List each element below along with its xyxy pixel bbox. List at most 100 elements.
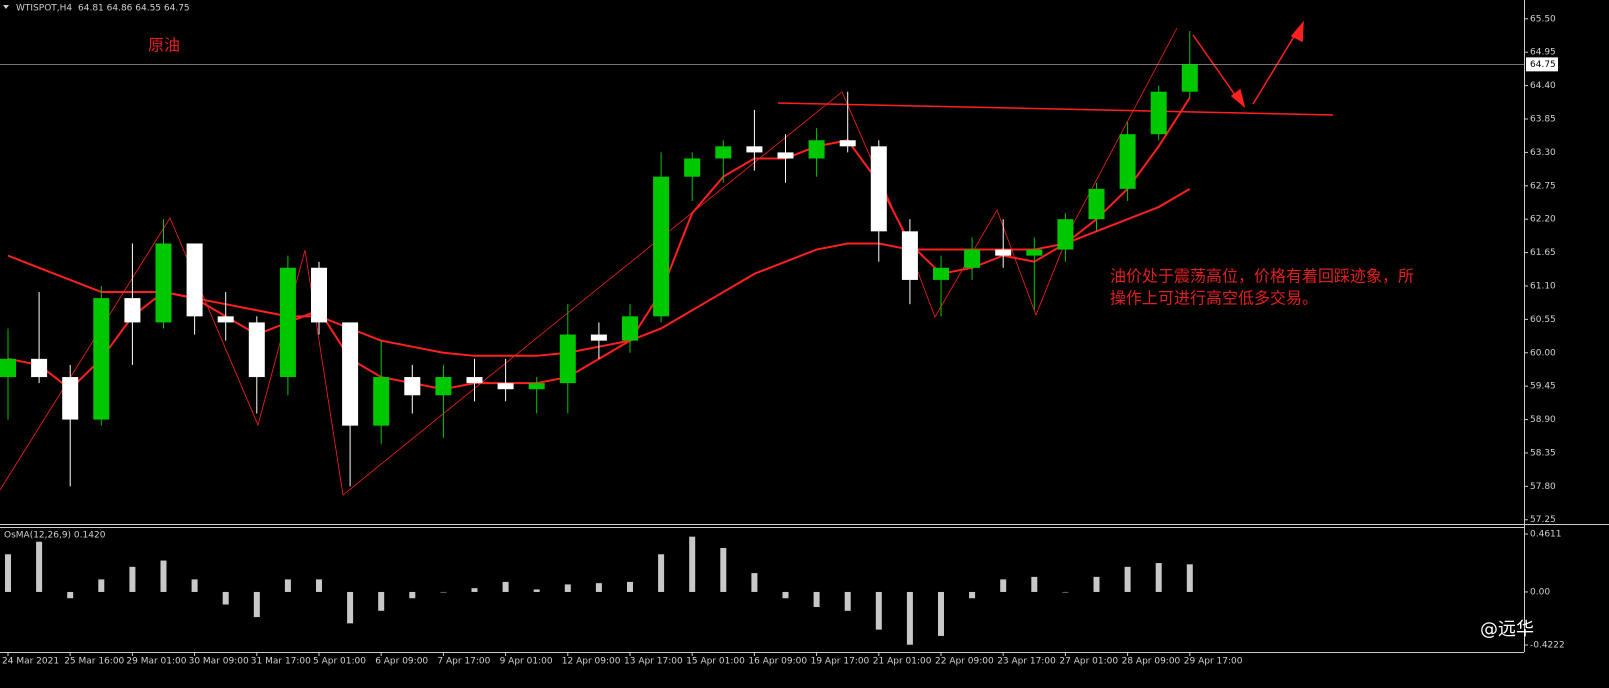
- osma-bar: [969, 591, 976, 599]
- candle-body: [217, 316, 234, 323]
- osma-bar: [782, 591, 789, 599]
- osma-bar: [1093, 576, 1100, 592]
- x-tick-label: 12 Apr 09:00: [562, 657, 621, 667]
- candle-body: [964, 249, 981, 268]
- candle-body: [559, 334, 576, 384]
- osma-bar: [347, 591, 354, 624]
- candle-body: [435, 377, 452, 396]
- candle-body: [528, 383, 545, 390]
- candle-body: [933, 267, 949, 280]
- osma-bar: [471, 588, 478, 592]
- osma-bar: [751, 573, 758, 592]
- annotation-text: 操作上可进行高空低多交易。: [1110, 289, 1318, 308]
- osma-bar: [5, 554, 11, 592]
- candle-body: [0, 358, 16, 378]
- y-tick-label: 65.50: [1530, 14, 1556, 24]
- candle-body: [31, 358, 48, 378]
- x-tick-label: 13 Apr 17:00: [624, 657, 683, 667]
- osma-bar: [1155, 563, 1162, 592]
- osma-bar: [284, 579, 291, 592]
- candle-body: [248, 322, 265, 378]
- candle-body: [93, 298, 110, 420]
- x-tick-label: 31 Mar 17:00: [251, 657, 311, 667]
- candle-body: [808, 140, 825, 159]
- candle-body: [777, 152, 794, 159]
- menu-arrow: [3, 5, 9, 9]
- y-tick-label: 58.35: [1530, 448, 1556, 458]
- osma-bar: [222, 591, 229, 605]
- candle-body: [342, 322, 359, 426]
- osma-bar: [875, 591, 882, 630]
- candle-body: [901, 231, 918, 280]
- osma-bar: [253, 591, 260, 618]
- x-tick-label: 28 Apr 09:00: [1122, 657, 1181, 667]
- candle-body: [311, 267, 327, 323]
- osma-bar: [938, 591, 944, 636]
- x-tick-label: 5 Apr 01:00: [313, 657, 366, 667]
- y-tick-label: 64.40: [1530, 81, 1556, 91]
- y-tick-label: 60.00: [1530, 348, 1556, 358]
- watermark: @远华: [1480, 619, 1534, 640]
- candle-body: [622, 316, 638, 341]
- annotation-title: 原油: [148, 36, 180, 55]
- x-tick-label: 24 Mar 2021: [2, 657, 59, 667]
- candle-body: [1150, 91, 1167, 135]
- osma-bar: [1062, 591, 1069, 593]
- y-tick-label: 64.95: [1530, 48, 1556, 58]
- candle-body: [1119, 134, 1136, 189]
- candle-body: [715, 146, 732, 159]
- x-tick-label: 27 Apr 01:00: [1059, 657, 1118, 667]
- candle-body: [1026, 249, 1043, 256]
- candle-body: [839, 140, 856, 147]
- candle-body: [746, 146, 763, 153]
- y2-tick-label: 0.00: [1530, 587, 1550, 597]
- candle-body: [466, 377, 483, 384]
- osma-bar: [98, 579, 105, 592]
- y2-tick-label: 0.4611: [1530, 530, 1562, 540]
- osma-bar: [36, 541, 43, 592]
- osma-bar: [658, 554, 665, 592]
- osma-bar: [1186, 564, 1193, 592]
- osma-bar: [1031, 576, 1038, 592]
- candle-body: [590, 334, 607, 341]
- candle-body: [1088, 188, 1105, 220]
- y-tick-label: 61.10: [1530, 281, 1556, 291]
- candle-body: [62, 377, 79, 420]
- candle-body: [995, 249, 1012, 256]
- y-tick-label: 60.55: [1530, 315, 1556, 325]
- osma-bar: [409, 591, 416, 599]
- candle-body: [373, 377, 390, 426]
- y-tick-label: 62.75: [1530, 181, 1556, 191]
- osma-bar: [316, 579, 322, 592]
- y-tick-label: 63.30: [1530, 148, 1556, 158]
- x-tick-label: 9 Apr 01:00: [500, 657, 553, 667]
- candle-body: [404, 377, 421, 396]
- y-tick-label: 59.45: [1530, 382, 1556, 392]
- candle-body: [870, 146, 887, 232]
- candle-body: [684, 158, 701, 177]
- candle-body: [186, 243, 203, 317]
- osma-bar: [533, 589, 540, 592]
- x-tick-label: 29 Mar 01:00: [126, 657, 186, 667]
- osma-bar: [160, 560, 167, 592]
- x-tick-label: 21 Apr 01:00: [873, 657, 932, 667]
- x-tick-label: 19 Apr 17:00: [811, 657, 870, 667]
- candle-body: [155, 243, 172, 323]
- y-tick-label: 57.25: [1530, 515, 1556, 525]
- osma-bar: [440, 591, 447, 593]
- y-tick-label: 57.80: [1530, 482, 1556, 492]
- x-tick-label: 7 Apr 17:00: [437, 657, 490, 667]
- osma-title: OsMA(12,26,9) 0.1420: [4, 531, 106, 541]
- osma-bar: [564, 584, 571, 592]
- osma-bar: [813, 591, 820, 608]
- osma-bar: [191, 579, 198, 592]
- annotation-text: 油价处于震荡高位，价格有着回踩迹象，所: [1110, 267, 1414, 286]
- candle-body: [124, 298, 141, 323]
- osma-bar: [1124, 566, 1131, 592]
- x-tick-label: 6 Apr 09:00: [375, 657, 428, 667]
- header-ohlc: 64.81 64.86 64.55 64.75: [78, 4, 190, 14]
- candle-body: [497, 383, 514, 390]
- current-price-box: [1526, 57, 1558, 72]
